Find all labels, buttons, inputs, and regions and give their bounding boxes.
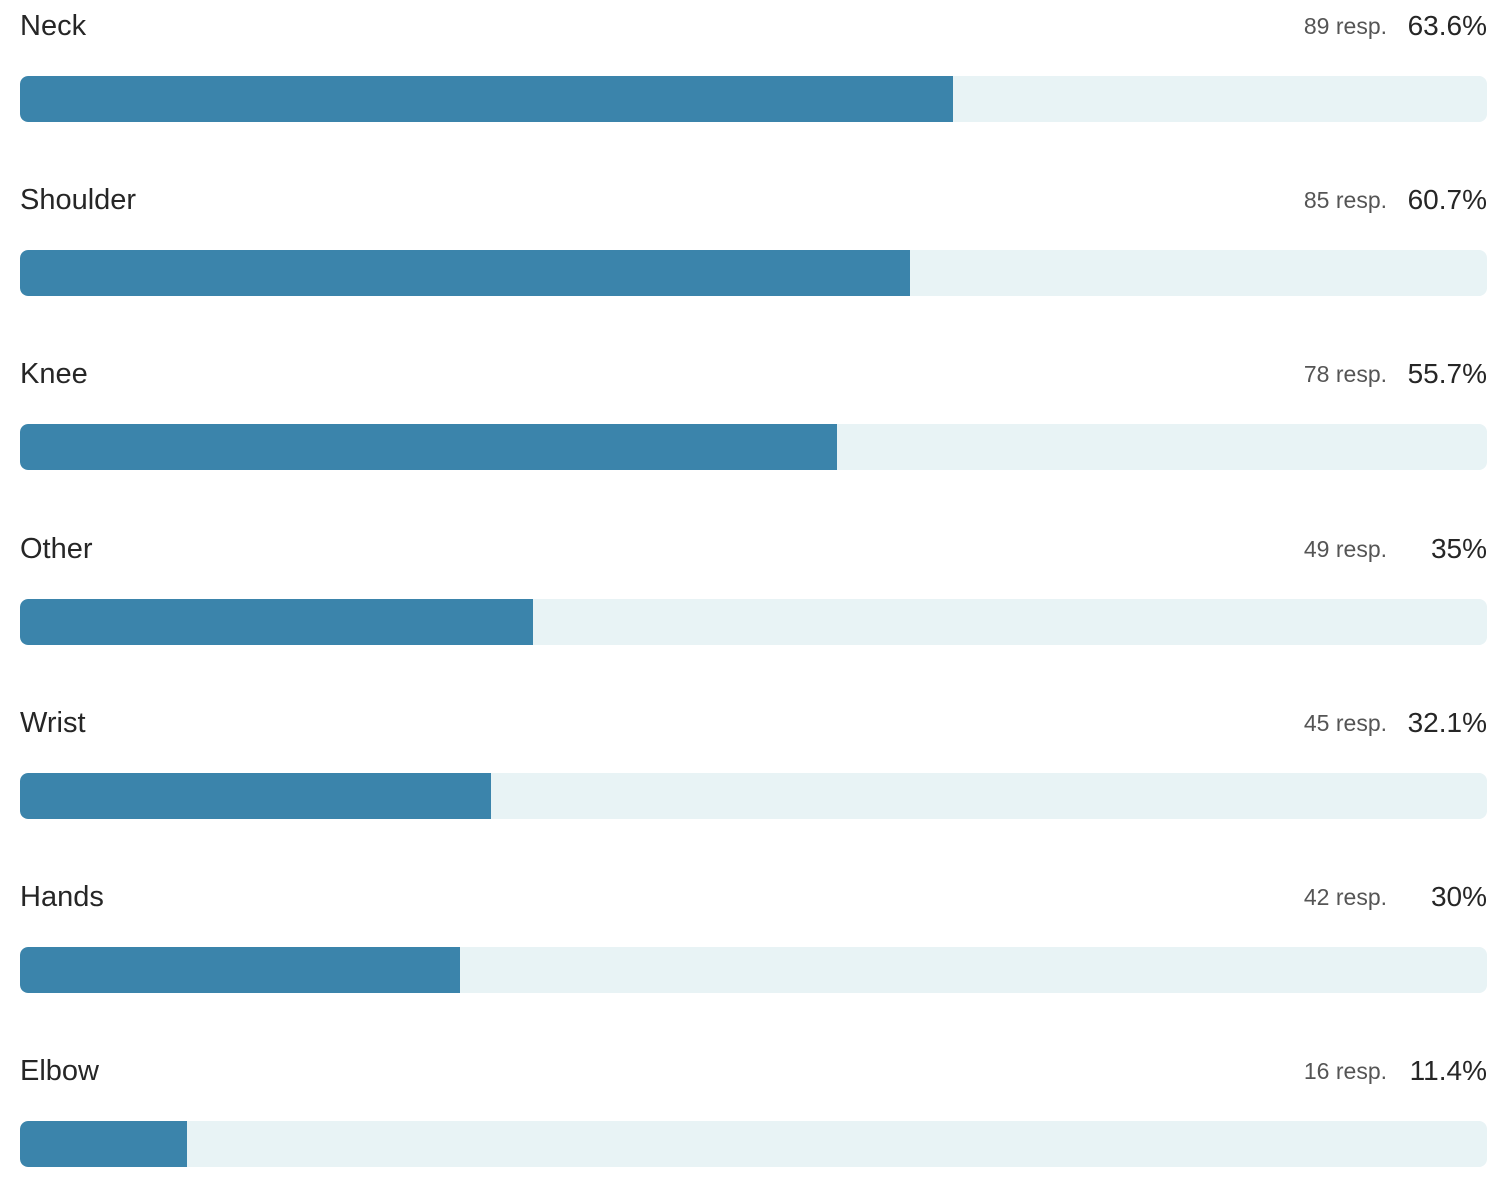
category-label: Hands <box>20 881 104 913</box>
bar-track <box>20 76 1487 122</box>
category-label: Neck <box>20 10 87 42</box>
bar-row: Other 49 resp. 35% <box>20 523 1487 645</box>
bar <box>20 1121 188 1168</box>
category-label: Knee <box>20 358 88 391</box>
bar <box>20 772 491 819</box>
bar-track <box>20 598 1487 645</box>
bar <box>20 598 534 645</box>
bar-row-header: Knee 78 resp. 55.7% <box>20 348 1487 402</box>
bar <box>20 76 953 122</box>
bar-row: Hands 42 resp. 30% <box>20 871 1487 993</box>
percent-label: 55.7% <box>1407 358 1487 390</box>
response-count-label: 16 resp. <box>1303 1058 1387 1085</box>
bar-track <box>20 772 1487 819</box>
bar <box>20 424 838 471</box>
bar-row: Knee 78 resp. 55.7% <box>20 348 1487 471</box>
bar-track <box>20 424 1487 471</box>
bar-row-header: Hands 42 resp. 30% <box>20 871 1487 925</box>
bar-row-header: Elbow 16 resp. 11.4% <box>20 1045 1487 1099</box>
response-count-label: 89 resp. <box>1303 13 1387 39</box>
percent-label: 30% <box>1430 881 1487 912</box>
percent-label: 32.1% <box>1407 706 1487 738</box>
bar <box>20 947 461 993</box>
bar-track <box>20 1121 1487 1168</box>
bar <box>20 250 911 297</box>
bar-row-header: Shoulder 85 resp. 60.7% <box>20 174 1487 228</box>
percent-label: 11.4% <box>1409 1055 1487 1087</box>
bar-row-header: Neck 89 resp. 63.6% <box>20 0 1487 54</box>
percent-label: 63.6% <box>1407 10 1487 41</box>
response-count-label: 45 resp. <box>1303 709 1387 736</box>
category-label: Shoulder <box>20 184 137 217</box>
bar-track <box>20 250 1487 297</box>
bar-row: Neck 89 resp. 63.6% <box>20 0 1487 122</box>
category-label: Other <box>20 532 93 565</box>
bar-row: Elbow 16 resp. 11.4% <box>20 1045 1487 1168</box>
percent-label: 60.7% <box>1407 184 1487 216</box>
category-label: Wrist <box>20 706 86 739</box>
bar-row-header: Other 49 resp. 35% <box>20 523 1487 577</box>
category-label: Elbow <box>20 1055 99 1088</box>
response-count-label: 49 resp. <box>1303 535 1387 562</box>
bar-row: Wrist 45 resp. 32.1% <box>20 697 1487 819</box>
bar-row: Shoulder 85 resp. 60.7% <box>20 174 1487 297</box>
bar-track <box>20 947 1487 993</box>
response-count-label: 85 resp. <box>1303 187 1387 214</box>
response-count-label: 78 resp. <box>1303 361 1387 388</box>
response-count-label: 42 resp. <box>1303 884 1387 910</box>
percent-label: 35% <box>1430 532 1487 564</box>
bar-row-header: Wrist 45 resp. 32.1% <box>20 697 1487 751</box>
